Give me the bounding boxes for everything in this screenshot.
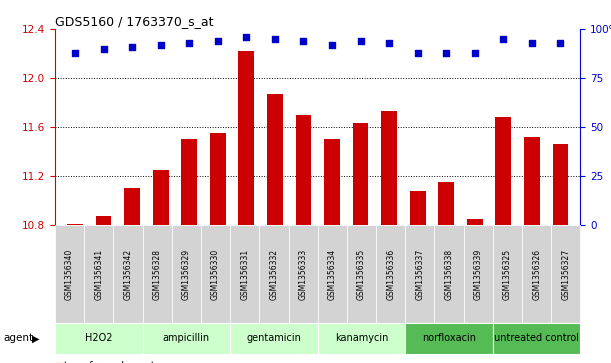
Point: [527, 40, 537, 46]
Bar: [296, 115, 311, 225]
Point: [441, 50, 451, 56]
Point: [213, 38, 222, 44]
Text: GSM1356334: GSM1356334: [328, 248, 337, 300]
Point: [299, 38, 309, 44]
Bar: [67, 224, 83, 225]
Text: GSM1356337: GSM1356337: [415, 248, 425, 300]
Bar: [181, 139, 197, 225]
Point: [241, 34, 251, 40]
Text: GSM1356342: GSM1356342: [123, 249, 133, 299]
Bar: [467, 219, 483, 225]
Text: GSM1356338: GSM1356338: [445, 249, 453, 299]
Text: GSM1356333: GSM1356333: [299, 248, 307, 300]
Text: untreated control: untreated control: [494, 334, 579, 343]
Bar: [96, 216, 111, 225]
Text: transformed count: transformed count: [64, 361, 155, 363]
Bar: [124, 188, 140, 225]
Bar: [324, 139, 340, 225]
Bar: [552, 144, 568, 225]
Text: GSM1356341: GSM1356341: [94, 249, 103, 299]
Text: GDS5160 / 1763370_s_at: GDS5160 / 1763370_s_at: [55, 15, 213, 28]
Bar: [238, 51, 254, 225]
Text: GSM1356329: GSM1356329: [182, 249, 191, 299]
Text: H2O2: H2O2: [85, 334, 112, 343]
Text: GSM1356335: GSM1356335: [357, 248, 366, 300]
Text: GSM1356332: GSM1356332: [269, 249, 279, 299]
Point: [470, 50, 480, 56]
Bar: [438, 182, 454, 225]
Text: GSM1356325: GSM1356325: [503, 249, 512, 299]
Point: [185, 40, 194, 46]
Bar: [210, 133, 225, 225]
Bar: [524, 137, 540, 225]
Text: norfloxacin: norfloxacin: [422, 334, 476, 343]
Bar: [153, 170, 169, 225]
Text: ■: ■: [55, 361, 65, 363]
Text: GSM1356336: GSM1356336: [386, 248, 395, 300]
Point: [327, 42, 337, 48]
Text: GSM1356331: GSM1356331: [240, 249, 249, 299]
Text: GSM1356340: GSM1356340: [65, 248, 74, 300]
Text: GSM1356328: GSM1356328: [153, 249, 162, 299]
Text: ▶: ▶: [32, 334, 39, 343]
Point: [555, 40, 565, 46]
Point: [356, 38, 365, 44]
Point: [270, 36, 280, 42]
Text: kanamycin: kanamycin: [335, 334, 388, 343]
Point: [499, 36, 508, 42]
Bar: [381, 111, 397, 225]
Bar: [267, 94, 283, 225]
Text: GSM1356326: GSM1356326: [532, 249, 541, 299]
Point: [98, 46, 108, 52]
Text: GSM1356327: GSM1356327: [562, 249, 570, 299]
Point: [156, 42, 166, 48]
Text: agent: agent: [3, 334, 33, 343]
Point: [384, 40, 394, 46]
Bar: [410, 191, 425, 225]
Point: [413, 50, 423, 56]
Bar: [496, 117, 511, 225]
Text: GSM1356339: GSM1356339: [474, 248, 483, 300]
Point: [70, 50, 80, 56]
Point: [127, 44, 137, 50]
Bar: [353, 123, 368, 225]
Text: ampicillin: ampicillin: [163, 334, 210, 343]
Text: gentamicin: gentamicin: [246, 334, 301, 343]
Text: GSM1356330: GSM1356330: [211, 248, 220, 300]
